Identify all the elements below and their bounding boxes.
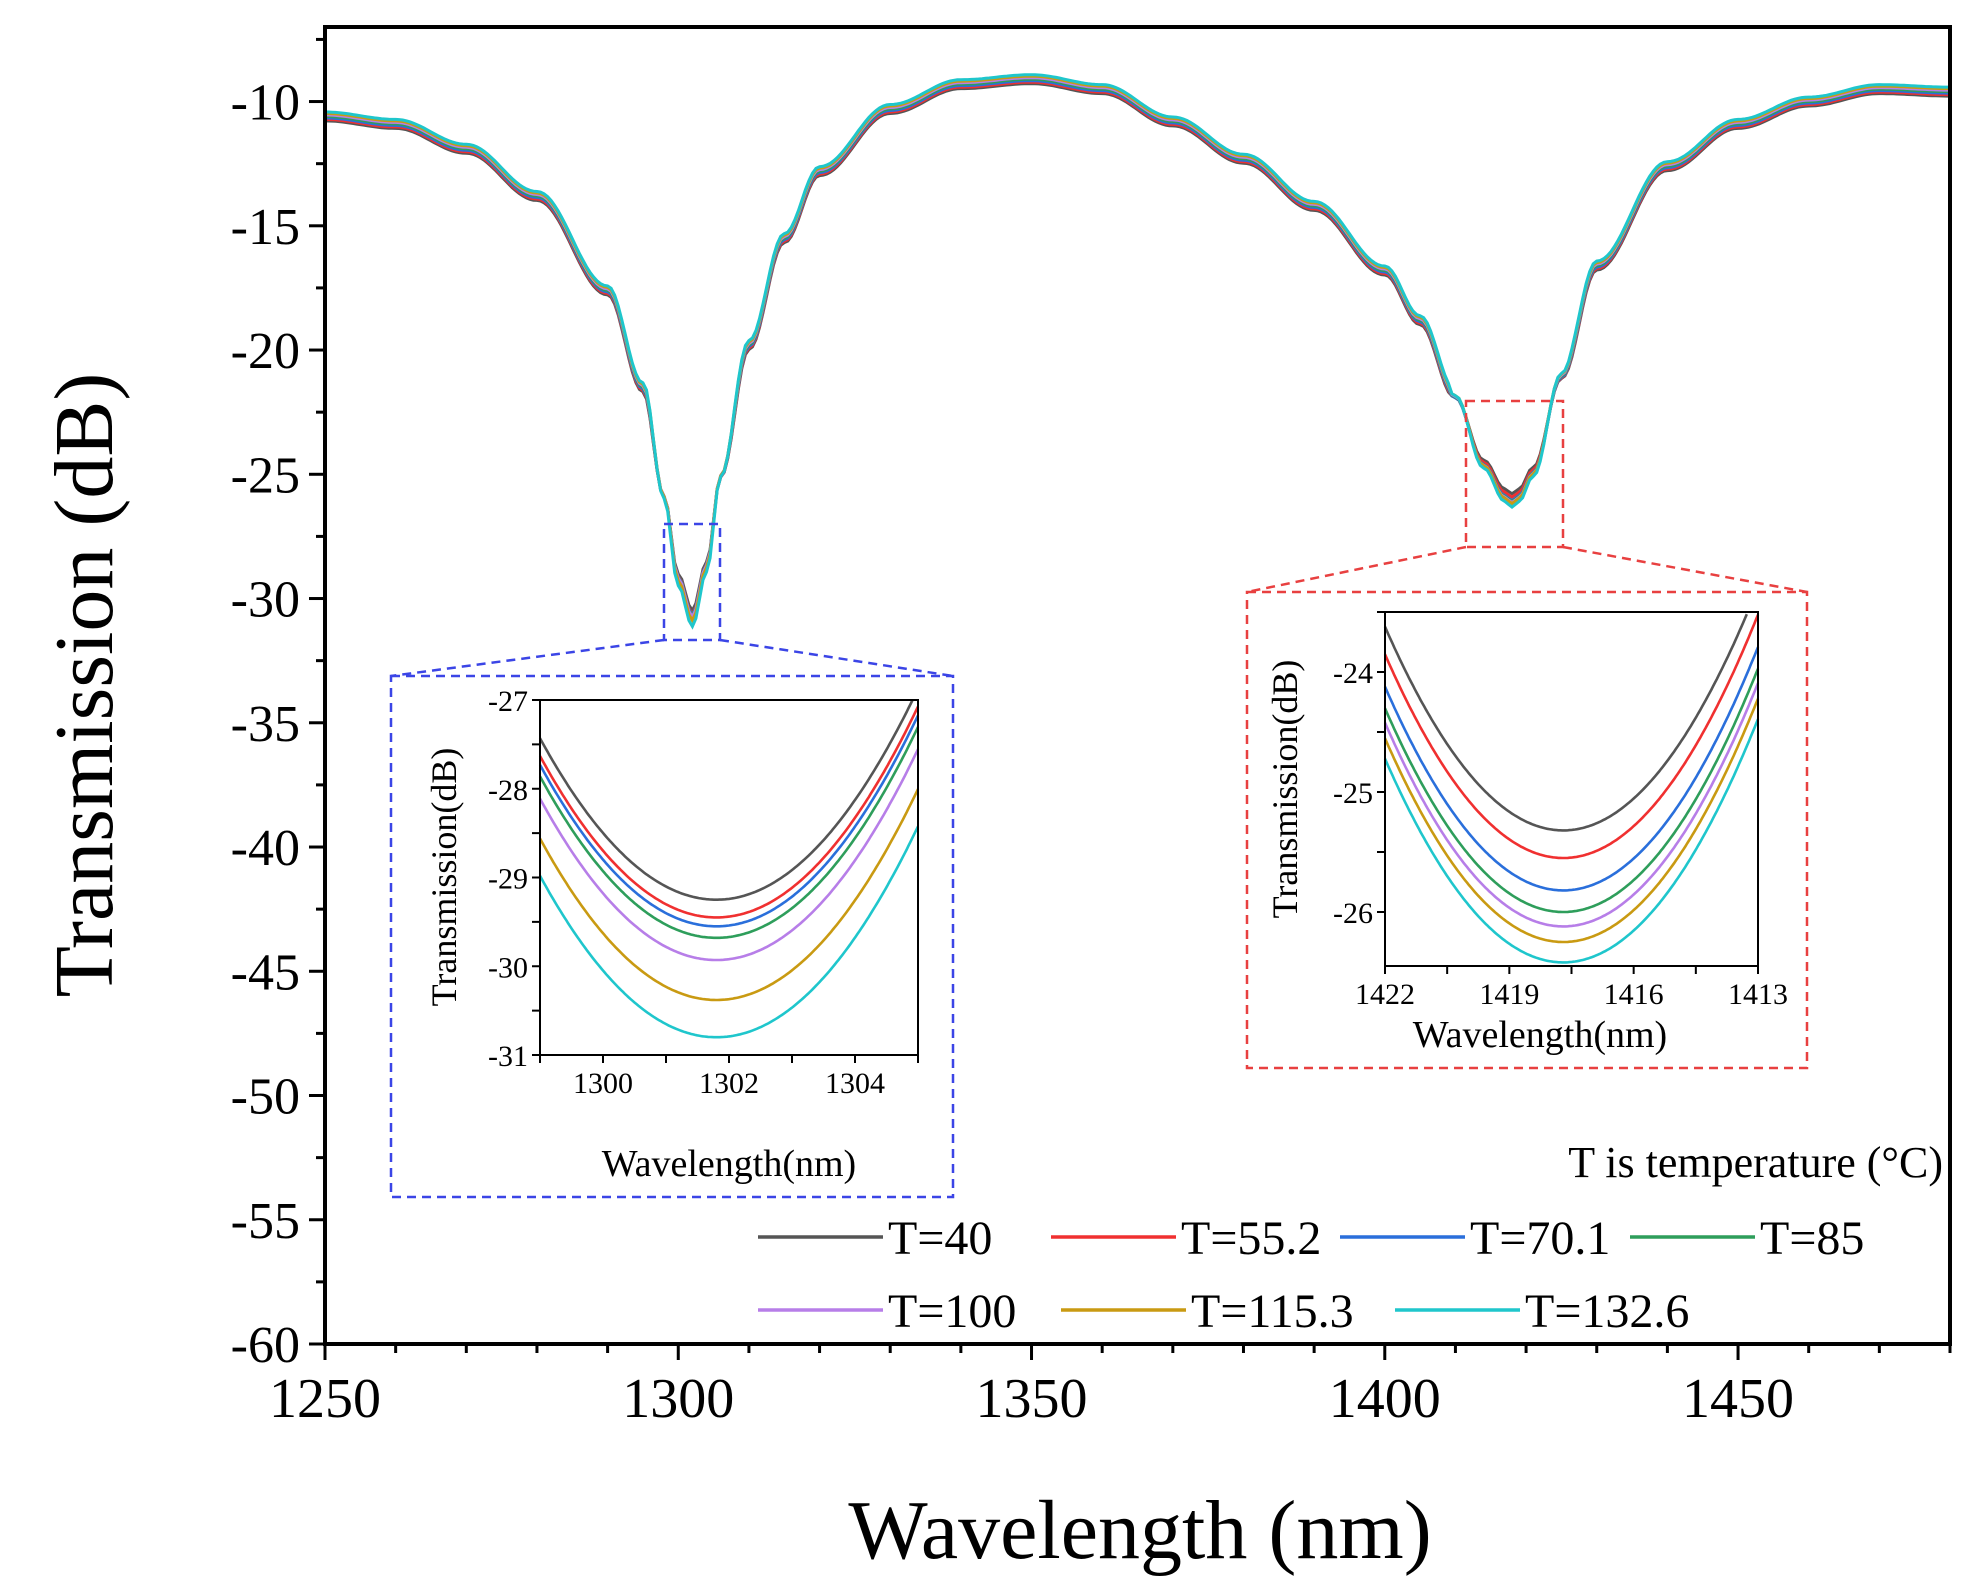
inset-2-series-line-t-115-3 [1383,698,1760,944]
main-x-tick-label-1400: 1400 [1329,1368,1441,1430]
zoom-connector-2b [1562,545,1808,594]
main-y-tick-label-25: -25 [231,447,300,504]
main-series-line-t-132-6 [325,73,1950,630]
legend-title: T is temperature (°C) [1568,1138,1943,1187]
inset-2-x-axis-label: Wavelength(nm) [1413,1014,1667,1056]
inset-1-x-tick-label-1304: 1304 [825,1067,885,1100]
inset-1-y-tick-label-28: -28 [488,774,528,807]
inset-2-series-line-t-70-1 [1383,646,1760,892]
inset-2-x-tick-label-1422: 1422 [1355,978,1415,1011]
inset-2-x-tick-label-1413: 1413 [1728,978,1788,1011]
inset-1-series-line-t-55-2 [538,706,920,919]
legend-items: T=40 T=55.2 T=70.1 T=85 T=100 T=115.3 T=132.6 [758,1212,1864,1338]
inset-2-series-group [1383,613,1760,964]
inset-2-series-line-t-132-6 [1383,718,1760,964]
inset-1-series-line-t-115-3 [538,788,920,1002]
main-y-tick-label-50: -50 [231,1069,300,1126]
inset-2-y-tick-label-24: -24 [1333,657,1373,690]
inset-1-series-line-t-85 [538,726,920,940]
legend-label-t-40: T=40 [888,1212,992,1265]
legend-label-t-55-2: T=55.2 [1181,1212,1321,1265]
inset-2-series-line-t-40 [1383,613,1748,832]
main-y-axis-label: Transmission (dB) [38,373,131,998]
legend-label-t-85: T=85 [1760,1212,1864,1265]
inset-2-series-line-t-85 [1383,668,1760,914]
main-plot: 1250 1300 1350 1400 1450 -10-15-20-25-30-35-… [38,25,1952,1577]
inset-1-y-tick-label-27: -27 [488,685,528,718]
inset-1-series-line-t-100 [538,748,920,962]
inset-1-series-group [538,699,920,1039]
inset-2-series-line-t-55-2 [1383,614,1760,860]
inset-plot-2: 1422 1419 1416 1413 -24 -25 -26 Wavelength(nm… [1265,611,1788,1056]
inset-1-x-axis-label: Wavelength(nm) [602,1143,856,1185]
zoom-inset-box-2 [1245,590,1809,1070]
inset-2-y-axis-label: Transmission(dB) [1265,660,1305,919]
main-x-tick-label-1300: 1300 [622,1368,734,1430]
inset-1-y-tick-label-29: -29 [488,863,528,896]
legend-label-t-100: T=100 [888,1285,1016,1338]
inset-2-series-line-t-100 [1383,682,1760,928]
main-y-tick-label-30: -30 [231,572,300,629]
main-y-tick-label-10: -10 [231,75,300,132]
main-y-tick-label-55: -55 [231,1193,300,1250]
inset-2-y-tick-label-26: -26 [1333,897,1373,930]
main-y-tick-label-45: -45 [231,944,300,1001]
zoom-connector-1a [390,638,665,678]
zoom-indicator-1 [389,522,955,1199]
inset-2-y-axis: -24 -25 -26 [1333,611,1385,930]
inset-plot-1: 1300 1302 1304 -27 -28 -29 -30 -31 Wavelength(… [424,685,920,1185]
main-x-axis: 1250 1300 1350 1400 1450 [269,1344,1952,1430]
inset-2-x-axis: 1422 1419 1416 1413 [1355,966,1788,1011]
inset-1-x-tick-label-1300: 1300 [573,1067,633,1100]
inset-1-y-axis-label: Transmission(dB) [424,748,464,1007]
main-y-axis: -10 -15 -20 -25 -30 -35 -40 -45 -50 -55 -60 [231,37,325,1374]
inset-2-x-tick-label-1419: 1419 [1479,978,1539,1011]
main-y-tick-label-15: -15 [231,199,300,256]
inset-1-series-line-t-70-1 [538,714,920,928]
legend: T is temperature (°C) T=40 T=55.2 T=70.1 T=… [758,1138,1943,1338]
legend-label-t-115-3: T=115.3 [1191,1285,1354,1338]
main-y-tick-label-20: -20 [231,323,300,380]
inset-1-y-axis: -27 -28 -29 -30 -31 [488,685,540,1073]
main-series-group [324,73,1950,630]
inset-1-series-line-t-132-6 [538,825,920,1039]
inset-1-y-tick-label-31: -31 [488,1040,528,1073]
legend-label-t-70-1: T=70.1 [1470,1212,1610,1265]
inset-2-y-tick-label-25: -25 [1333,777,1373,810]
zoom-inset-box-1 [389,674,955,1199]
legend-label-t-132-6: T=132.6 [1525,1285,1689,1338]
main-y-tick-label-40: -40 [231,820,300,877]
main-x-tick-label-1350: 1350 [976,1368,1088,1430]
main-y-tick-label-35: -35 [231,696,300,753]
main-y-tick-label-60: -60 [231,1317,300,1374]
zoom-connector-1b [719,638,954,678]
inset-1-x-tick-label-1302: 1302 [699,1067,759,1100]
zoom-indicator-2 [1245,399,1809,1070]
zoom-connector-2a [1246,545,1467,594]
zoom-source-box-1 [662,522,722,642]
main-plot-frame [323,25,1952,1346]
inset-1-y-tick-label-30: -30 [488,951,528,984]
inset-1-x-axis: 1300 1302 1304 [539,1055,919,1100]
main-x-tick-label-1250: 1250 [269,1368,381,1430]
inset-1-series-line-t-40 [538,699,914,902]
main-x-axis-label: Wavelength (nm) [848,1484,1431,1577]
inset-2-x-tick-label-1416: 1416 [1604,978,1664,1011]
zoom-source-box-2 [1464,399,1565,549]
main-x-tick-label-1450: 1450 [1682,1368,1794,1430]
